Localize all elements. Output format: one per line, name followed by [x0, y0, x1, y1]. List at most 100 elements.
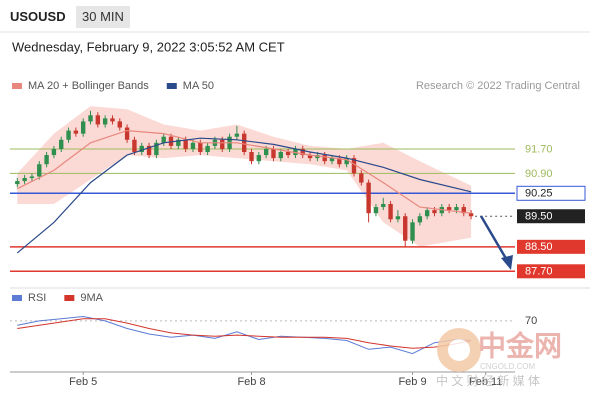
candle-body [468, 213, 474, 217]
candle-body [249, 152, 254, 162]
x-tick-label: Feb 11 [469, 376, 502, 388]
watermark-brand: 中金网 [478, 329, 562, 361]
candle-body [73, 130, 79, 134]
candle-body [263, 148, 269, 156]
candle-body [285, 152, 291, 156]
bollinger-band [17, 106, 472, 247]
candle-body [403, 216, 408, 241]
candle-body [161, 136, 166, 143]
candle-body [190, 142, 196, 149]
candle-body [66, 130, 71, 140]
legend-label: RSI [28, 292, 46, 304]
watermark-site: CNGOLD.COM [480, 362, 535, 371]
candle-body [351, 158, 357, 174]
candle-body [95, 115, 101, 125]
candle-body [344, 158, 349, 165]
watermark-slogan: 中 文 财 经 新 媒 体 [436, 373, 540, 388]
rsi-line [17, 318, 472, 349]
candle-body [322, 155, 327, 162]
level-box [517, 209, 585, 224]
candle-body [102, 118, 108, 125]
candle-body [366, 182, 371, 214]
candle-body [117, 121, 122, 128]
legend-label: MA 20 + Bollinger Bands [28, 80, 149, 92]
candle-body [80, 121, 86, 134]
candle-body [15, 181, 20, 185]
watermark-logo [448, 339, 470, 361]
candle-body [132, 139, 137, 152]
watermark: 中金网 CNGOLD.COM 中 文 财 经 新 媒 体 [436, 328, 562, 388]
level-box [517, 141, 585, 156]
candle-body [37, 164, 42, 177]
level-label: 87.70 [525, 266, 553, 278]
candle-body [329, 158, 335, 162]
level-box [516, 185, 586, 201]
legend-swatch [12, 83, 22, 89]
candle-body [183, 139, 188, 149]
candle-body [205, 145, 210, 152]
moving-average [17, 129, 472, 214]
candle-body [359, 173, 364, 183]
timeframe-tab[interactable]: 30 MIN [76, 6, 130, 28]
candle-body [29, 176, 35, 178]
candle-body [22, 178, 27, 182]
candle-body [300, 148, 305, 156]
level-label: 90.25 [525, 188, 553, 200]
level-box [517, 166, 585, 181]
candle-body [110, 118, 115, 122]
candle-body [256, 155, 262, 162]
level-box [517, 239, 585, 254]
forecast-arrow [479, 215, 510, 263]
candle-body [154, 142, 159, 156]
candle-body [51, 148, 57, 156]
candle-body [461, 207, 466, 214]
symbol-tab[interactable]: USOUSD [10, 9, 66, 24]
rsi-tick-label: 70 [525, 315, 537, 327]
candle-body [124, 127, 130, 140]
candle-body [234, 133, 240, 137]
level-label: 91.70 [525, 143, 553, 155]
legend-swatch [166, 83, 177, 89]
candle-body [146, 145, 152, 156]
level-label: 88.50 [525, 241, 553, 253]
candle-body [293, 148, 298, 156]
candle-body [381, 204, 386, 208]
x-tick-label: Feb 5 [69, 376, 97, 388]
candle-body [410, 222, 415, 241]
candle-body [395, 216, 401, 220]
candle-body [176, 139, 181, 146]
level-label: 90.90 [525, 168, 553, 180]
candle-body [373, 207, 379, 214]
legend-label: MA 50 [183, 80, 214, 92]
candle-body [139, 145, 144, 152]
level-box [517, 264, 585, 279]
candle-body [424, 210, 430, 217]
candle-body [88, 115, 93, 122]
moving-average [16, 137, 472, 254]
forecast-arrowhead [501, 255, 513, 270]
x-tick-label: Feb 9 [398, 376, 426, 388]
candle-body [432, 210, 437, 214]
legend-label: 9MA [80, 292, 103, 304]
candle-body [278, 152, 283, 159]
candle-body [446, 207, 452, 211]
legend-swatch [12, 295, 22, 301]
candle-body [307, 155, 313, 159]
subtitle: Wednesday, February 9, 2022 3:05:52 AM C… [12, 39, 285, 54]
candle-body [417, 216, 423, 223]
candle-body [454, 207, 459, 211]
candle-body [388, 204, 393, 220]
level-label: 89.50 [525, 211, 553, 223]
credit: Research © 2022 Trading Central [416, 80, 580, 92]
candle-body [44, 155, 49, 165]
x-tick-label: Feb 8 [237, 376, 265, 388]
legend-swatch [64, 295, 75, 301]
candle-body [242, 133, 247, 152]
candle-body [59, 139, 64, 149]
candle-body [220, 139, 225, 149]
candle-body [198, 142, 203, 152]
candle-body [337, 158, 342, 165]
candle-body [271, 148, 276, 159]
